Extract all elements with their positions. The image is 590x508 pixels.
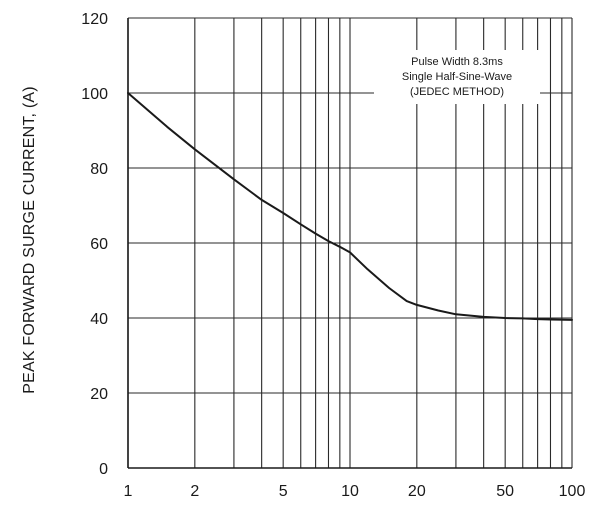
series-line: [127, 92, 573, 321]
y-tick-label: 80: [90, 161, 108, 178]
x-tick-label: 5: [279, 483, 288, 500]
y-tick-labels: 0 20 40 60 80 100 120: [81, 11, 108, 478]
x-tick-label: 50: [496, 483, 514, 500]
annotation-background: [374, 50, 540, 104]
x-tick-labels: 1 2 5 10 20 50 100: [124, 483, 586, 500]
annotation-box: Pulse Width 8.3ms Single Half-Sine-Wave …: [374, 50, 540, 104]
x-tick-label: 1: [124, 483, 133, 500]
annotation-line-3: (JEDEC METHOD): [410, 86, 504, 98]
y-axis-title: PEAK FORWARD SURGE CURRENT, (A): [21, 86, 38, 394]
y-tick-label: 20: [90, 386, 108, 403]
y-tick-label: 40: [90, 311, 108, 328]
y-tick-label: 120: [81, 11, 108, 28]
grid-lines: [127, 17, 573, 469]
annotation-line-2: Single Half-Sine-Wave: [402, 71, 512, 83]
series-layer: [127, 92, 573, 321]
annotation-line-1: Pulse Width 8.3ms: [411, 56, 503, 68]
y-tick-label: 100: [81, 86, 108, 103]
x-tick-label: 20: [408, 483, 426, 500]
y-tick-label: 0: [99, 461, 108, 478]
x-tick-label: 2: [190, 483, 199, 500]
x-tick-label: 10: [341, 483, 359, 500]
x-tick-label: 100: [559, 483, 586, 500]
y-tick-label: 60: [90, 236, 108, 253]
